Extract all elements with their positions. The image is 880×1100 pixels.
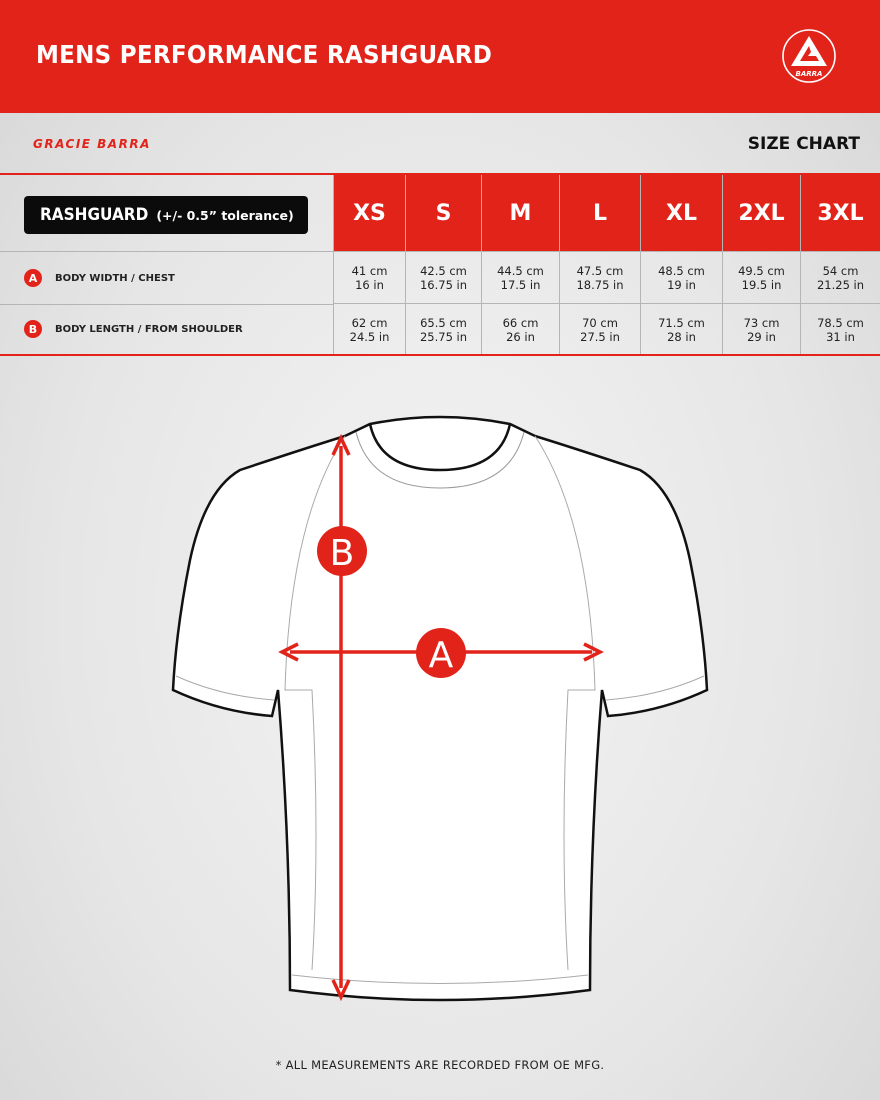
value-in: 16 in xyxy=(355,277,384,292)
value-cm: 41 cm xyxy=(351,263,388,278)
section-title: SIZE CHART xyxy=(747,134,860,154)
marker-a-label: A xyxy=(429,635,454,676)
value-in: 16.75 in xyxy=(419,277,468,292)
header-bar: MENS PERFORMANCE RASHGUARD BARRA xyxy=(0,0,880,113)
size-header: M xyxy=(482,175,559,251)
value-cm: 49.5 cm xyxy=(738,263,785,278)
value-cm: 66 cm xyxy=(502,315,539,330)
value-in: 25.75 in xyxy=(419,329,468,344)
size-header: 3XL xyxy=(801,175,880,251)
value-in: 19 in xyxy=(667,277,696,292)
value-in: 27.5 in xyxy=(580,329,620,344)
value-in: 26 in xyxy=(506,329,535,344)
table-cell: 49.5 cm 19.5 in xyxy=(723,251,800,303)
value-cm: 44.5 cm xyxy=(497,263,544,278)
size-table: RASHGUARD (+/- 0.5” tolerance) A BODY WID… xyxy=(0,173,880,356)
marker-b xyxy=(317,526,367,576)
table-cell: 65.5 cm 25.75 in xyxy=(406,303,481,355)
badge-a: A xyxy=(24,269,42,287)
table-cell: 73 cm 29 in xyxy=(723,303,800,355)
size-header: XL xyxy=(641,175,722,251)
table-cell: 70 cm 27.5 in xyxy=(560,303,640,355)
size-column-s: S 42.5 cm 16.75 in 65.5 cm 25.75 in xyxy=(405,175,481,354)
size-column-xl: XL 48.5 cm 19 in 71.5 cm 28 in xyxy=(640,175,722,354)
size-header: L xyxy=(560,175,640,251)
size-column-l: L 47.5 cm 18.75 in 70 cm 27.5 in xyxy=(559,175,640,354)
table-cell: 62 cm 24.5 in xyxy=(334,303,405,355)
value-cm: 78.5 cm xyxy=(817,315,864,330)
badge-b: B xyxy=(24,320,42,338)
table-cell: 66 cm 26 in xyxy=(482,303,559,355)
value-cm: 65.5 cm xyxy=(420,315,467,330)
collar xyxy=(368,423,512,472)
divider xyxy=(0,304,333,305)
value-cm: 70 cm xyxy=(582,315,618,330)
value-cm: 73 cm xyxy=(743,315,780,330)
value-in: 21.25 in xyxy=(816,277,865,292)
garment-label: RASHGUARD (+/- 0.5” tolerance) xyxy=(24,196,308,234)
row-label-b: B BODY LENGTH / FROM SHOULDER xyxy=(24,320,243,338)
size-column-m: M 44.5 cm 17.5 in 66 cm 26 in xyxy=(481,175,559,354)
size-header: 2XL xyxy=(723,175,800,251)
table-cell: 48.5 cm 19 in xyxy=(641,251,722,303)
value-cm: 71.5 cm xyxy=(658,315,705,330)
value-in: 31 in xyxy=(826,329,855,344)
shirt-outline xyxy=(171,415,709,1002)
value-cm: 54 cm xyxy=(822,263,859,278)
table-cell: 78.5 cm 31 in xyxy=(801,303,880,355)
table-cell: 44.5 cm 17.5 in xyxy=(482,251,559,303)
divider xyxy=(0,251,333,252)
row-label-text: BODY LENGTH / FROM SHOULDER xyxy=(55,323,243,335)
tolerance-note: (+/- 0.5” tolerance) xyxy=(156,207,294,223)
table-cell: 42.5 cm 16.75 in xyxy=(406,251,481,303)
row-label-a: A BODY WIDTH / CHEST xyxy=(24,269,175,287)
marker-b-label: B xyxy=(330,533,355,574)
value-in: 28 in xyxy=(667,329,696,344)
size-column-xs: XS 41 cm 16 in 62 cm 24.5 in xyxy=(333,175,405,354)
size-header: S xyxy=(406,175,481,251)
value-in: 19.5 in xyxy=(741,277,782,292)
size-column-2xl: 2XL 49.5 cm 19.5 in 73 cm 29 in xyxy=(722,175,800,354)
garment-name: RASHGUARD xyxy=(40,205,149,225)
page-title: MENS PERFORMANCE RASHGUARD xyxy=(36,40,493,69)
gracie-barra-logo: BARRA xyxy=(782,29,836,83)
value-in: 18.75 in xyxy=(576,277,624,292)
value-in: 24.5 in xyxy=(349,329,390,344)
value-cm: 42.5 cm xyxy=(420,263,467,278)
value-in: 29 in xyxy=(747,329,776,344)
value-in: 17.5 in xyxy=(500,277,541,292)
svg-text:BARRA: BARRA xyxy=(796,70,823,78)
value-cm: 47.5 cm xyxy=(576,263,624,278)
rashguard-diagram: B A xyxy=(171,415,709,1002)
brand-name: GRACIE BARRA xyxy=(33,137,151,151)
table-cell: 54 cm 21.25 in xyxy=(801,251,880,303)
size-column-3xl: 3XL 54 cm 21.25 in 78.5 cm 31 in xyxy=(800,175,880,354)
footnote: * ALL MEASUREMENTS ARE RECORDED FROM OE … xyxy=(275,1058,605,1072)
table-cell: 47.5 cm 18.75 in xyxy=(560,251,640,303)
table-cell: 71.5 cm 28 in xyxy=(641,303,722,355)
table-cell: 41 cm 16 in xyxy=(334,251,405,303)
value-cm: 62 cm xyxy=(351,315,388,330)
size-header: XS xyxy=(334,175,405,251)
marker-a xyxy=(416,628,466,678)
value-cm: 48.5 cm xyxy=(658,263,705,278)
row-label-text: BODY WIDTH / CHEST xyxy=(55,272,175,284)
